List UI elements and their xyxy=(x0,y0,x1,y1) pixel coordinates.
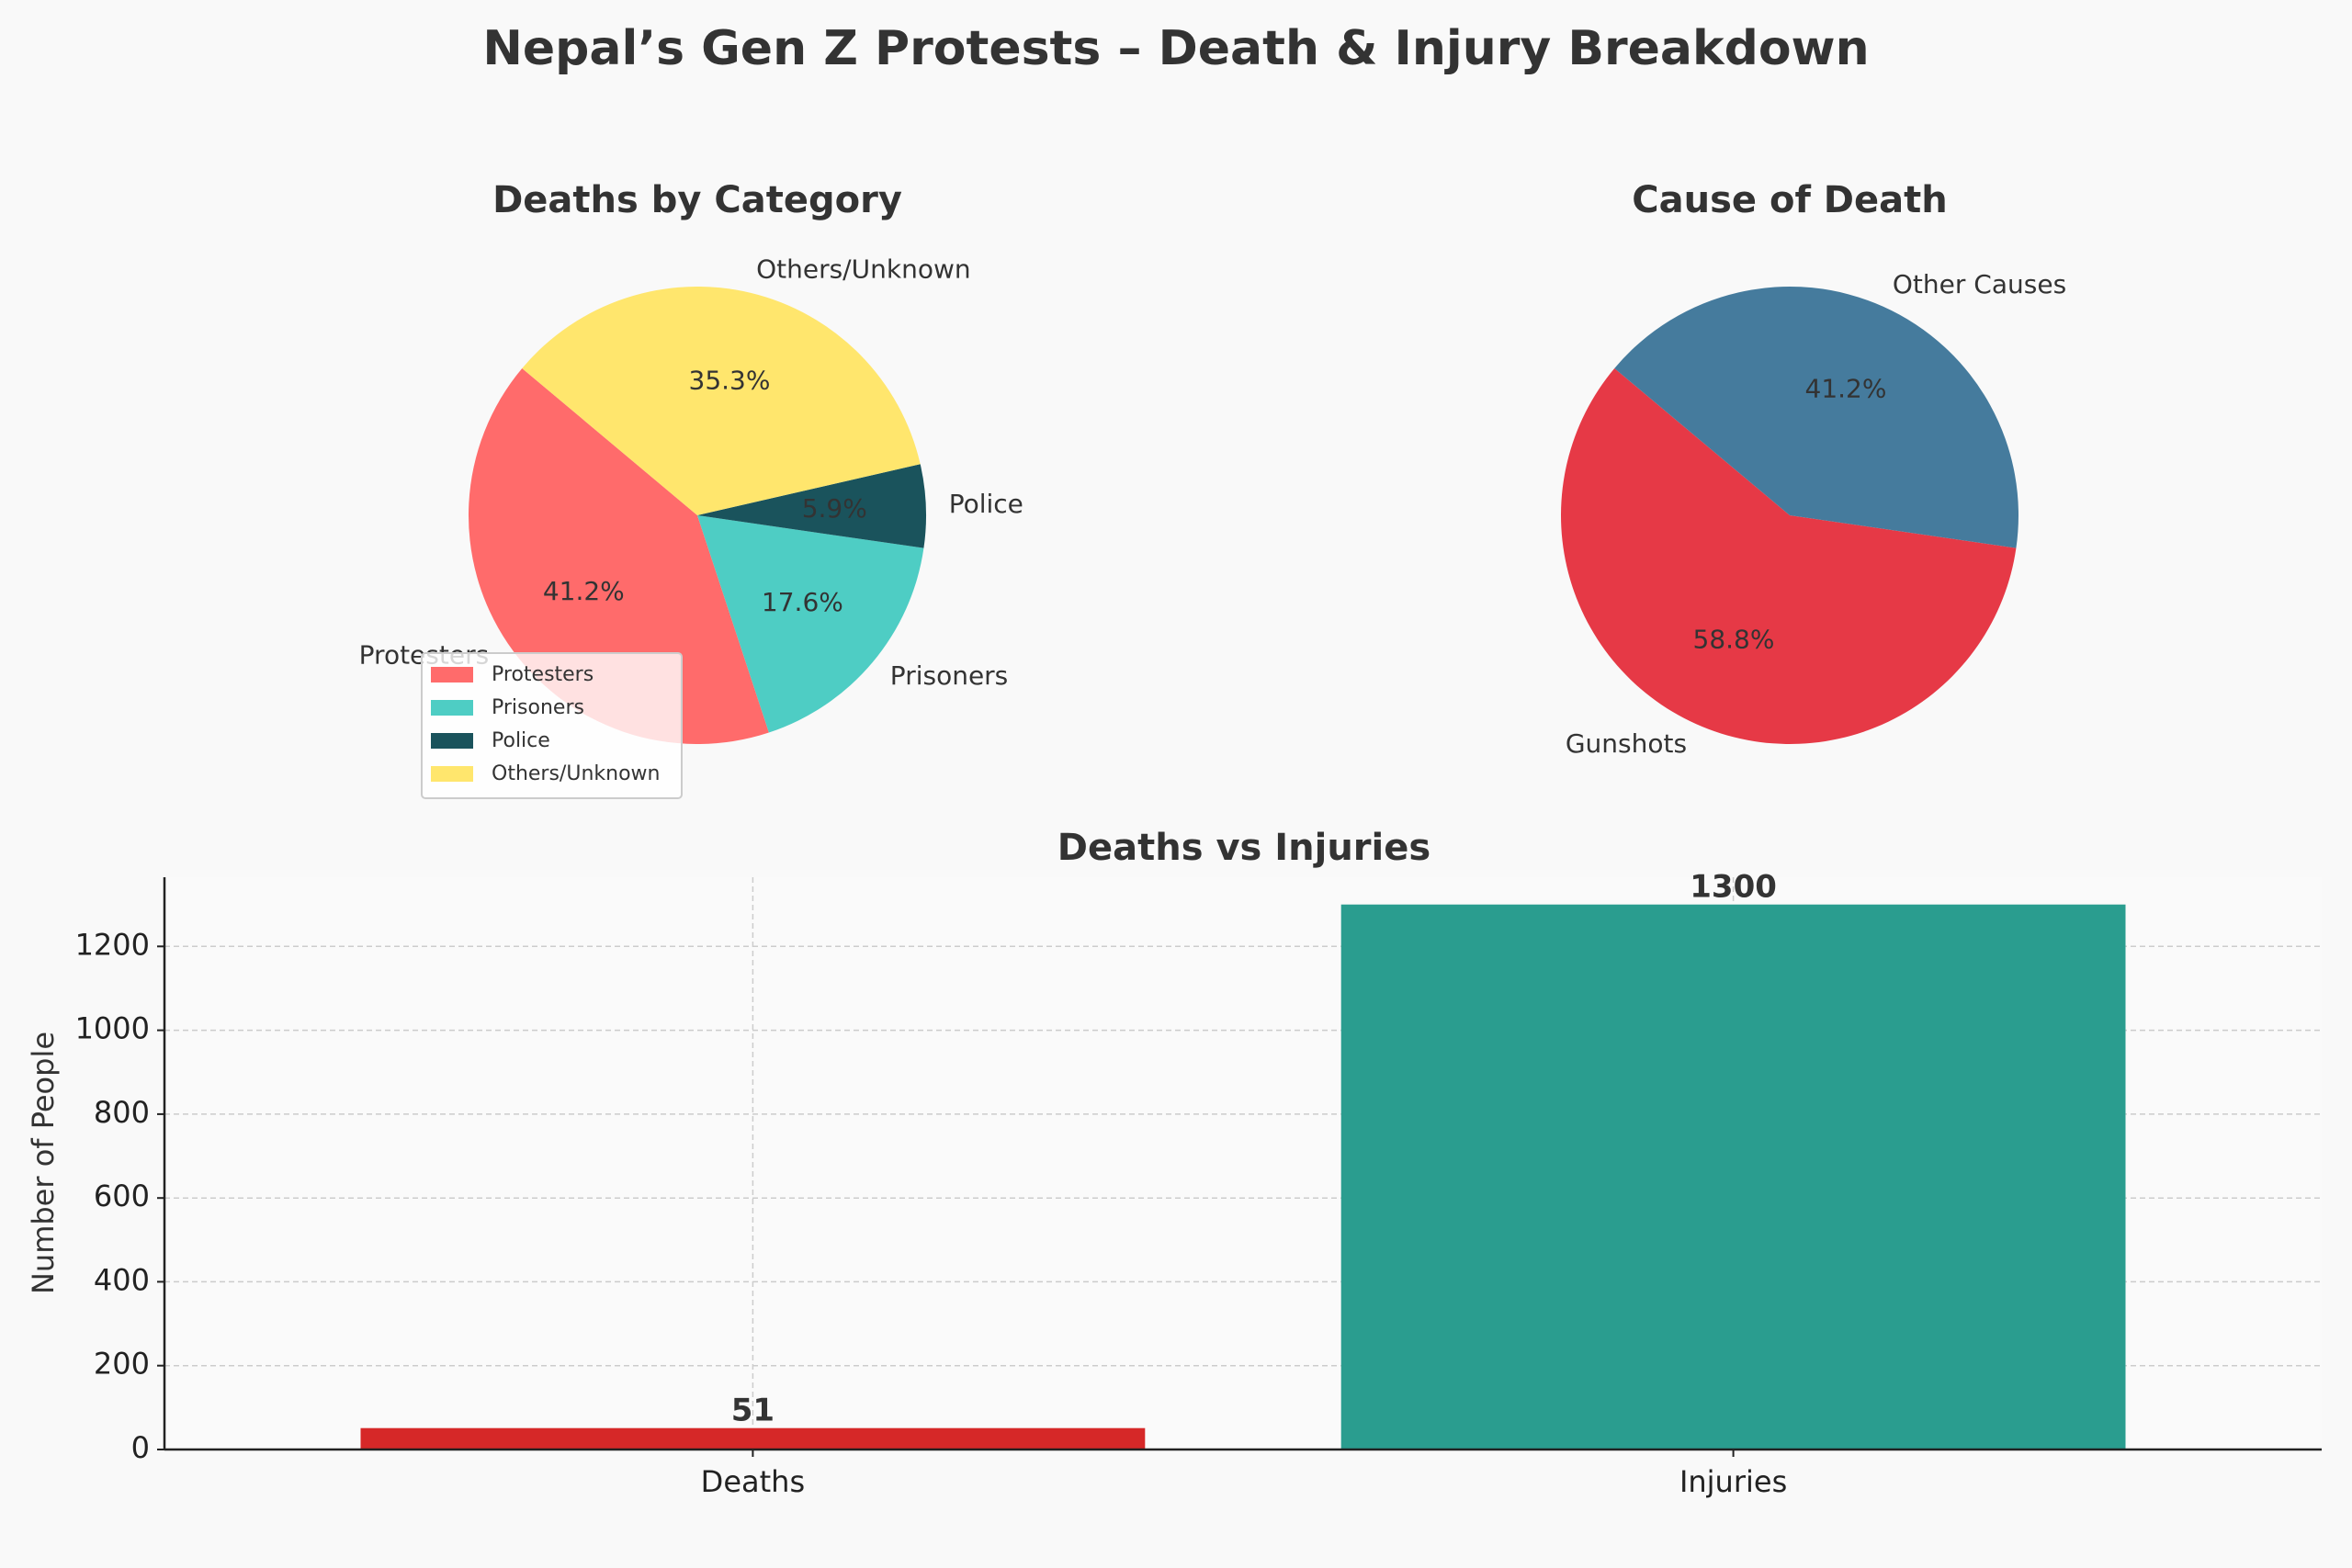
legend-entry-others-unknown: Others/Unknown xyxy=(492,762,660,785)
pie1-label-prisoners: Prisoners xyxy=(890,660,1008,691)
pie2-label-other-causes: Other Causes xyxy=(1893,269,2066,299)
pie2-percent-other-causes: 41.2% xyxy=(1805,374,1887,404)
pie-deaths-by-category: Deaths by Category Protesters 41.2% Prison… xyxy=(359,179,1023,745)
pie1-percent-others-unknown: 35.3% xyxy=(689,366,771,396)
pie1-slice-protesters xyxy=(468,367,769,745)
legend-swatch-police xyxy=(431,733,473,749)
bar-y-tick-label-1200: 1200 xyxy=(75,927,150,962)
pie1-title: Deaths by Category xyxy=(492,179,902,221)
pie1-slice-police xyxy=(697,464,927,548)
pie1-percent-protesters: 41.2% xyxy=(543,576,625,606)
pie1-percent-police: 5.9% xyxy=(802,493,867,524)
legend-frame xyxy=(421,652,683,799)
pie2-percent-gunshots: 58.8% xyxy=(1693,624,1775,654)
bar-deaths-vs-injuries: Deaths vs Injuries Deaths Injuries 0 200 400… xyxy=(26,827,2322,1499)
bar-x-tick-label-deaths: Deaths xyxy=(701,1464,805,1499)
legend-entry-prisoners: Prisoners xyxy=(492,696,584,719)
pie1-percent-prisoners: 17.6% xyxy=(762,587,843,617)
legend-entry-protesters: Protesters xyxy=(492,663,594,686)
pie2-slice-gunshots xyxy=(1560,367,2017,745)
pie1-legend: Protesters Prisoners Police Others/Unknown xyxy=(421,652,683,799)
bar-y-tick-label-1000: 1000 xyxy=(75,1011,150,1046)
bar-y-tick-label-200: 200 xyxy=(94,1347,150,1382)
bar-y-tick-label-0: 0 xyxy=(131,1430,150,1465)
bar-deaths xyxy=(360,1427,1146,1450)
pie1-slice-prisoners xyxy=(697,515,924,733)
pie1-label-police: Police xyxy=(949,489,1023,519)
bar-y-tick-label-400: 400 xyxy=(94,1262,150,1297)
bar-x-tick-label-injuries: Injuries xyxy=(1679,1464,1787,1499)
legend-swatch-others-unknown xyxy=(431,766,473,782)
pie2-title: Cause of Death xyxy=(1632,179,1947,221)
pie-cause-of-death: Cause of Death Gunshots 58.8% Other Causes… xyxy=(1560,179,2066,759)
legend-swatch-protesters xyxy=(431,667,473,682)
pie1-label-others-unknown: Others/Unknown xyxy=(756,254,971,285)
bar-y-tick-label-600: 600 xyxy=(94,1179,150,1213)
bar-y-axis-label: Number of People xyxy=(26,1032,61,1294)
pie2-slice-other-causes xyxy=(1614,287,2018,548)
bar-y-tick-label-800: 800 xyxy=(94,1095,150,1130)
bar-title: Deaths vs Injuries xyxy=(1057,827,1430,869)
pie2-label-gunshots: Gunshots xyxy=(1566,728,1687,759)
legend-swatch-prisoners xyxy=(431,700,473,716)
figure-title: Nepal’s Gen Z Protests – Death & Injury … xyxy=(482,21,1869,76)
bar-value-label-injuries: 1300 xyxy=(1690,869,1777,906)
bar-injuries xyxy=(1340,904,2126,1450)
bar-value-label-deaths: 51 xyxy=(731,1393,775,1429)
legend-entry-police: Police xyxy=(492,729,550,752)
pie1-slice-others-unknown xyxy=(522,286,921,515)
